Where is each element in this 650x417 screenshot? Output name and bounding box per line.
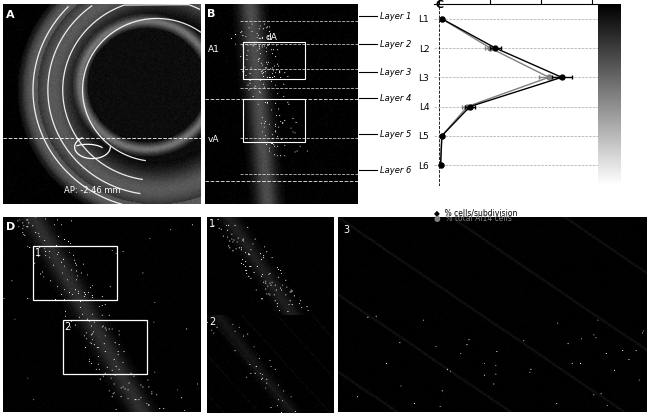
Text: 2: 2 [65,322,71,332]
Text: Layer 3: Layer 3 [380,68,411,77]
Text: ●  % total Ai14 cells: ● % total Ai14 cells [434,214,512,223]
Text: 1: 1 [35,248,41,258]
Bar [33,246,117,300]
Text: ◆  % cells/subdivision: ◆ % cells/subdivision [434,208,517,218]
Text: Layer 2: Layer 2 [380,40,411,49]
Text: 3: 3 [343,225,349,235]
Text: B: B [207,9,215,19]
Text: D: D [6,222,16,232]
Text: vA: vA [208,136,219,144]
Bar [62,320,147,374]
Text: Layer 1: Layer 1 [380,12,411,21]
Text: 2: 2 [209,317,216,327]
Text: AP: -2.46 mm: AP: -2.46 mm [64,186,121,195]
Text: A: A [6,10,15,20]
Bar [244,42,305,78]
Text: Layer 4: Layer 4 [380,94,411,103]
Text: Layer 6: Layer 6 [380,166,411,175]
Text: C: C [436,0,443,10]
Text: dA: dA [266,33,278,43]
Text: A1: A1 [208,45,220,54]
Bar [244,100,305,142]
Text: Layer 5: Layer 5 [380,130,411,139]
Text: 1: 1 [209,219,215,229]
